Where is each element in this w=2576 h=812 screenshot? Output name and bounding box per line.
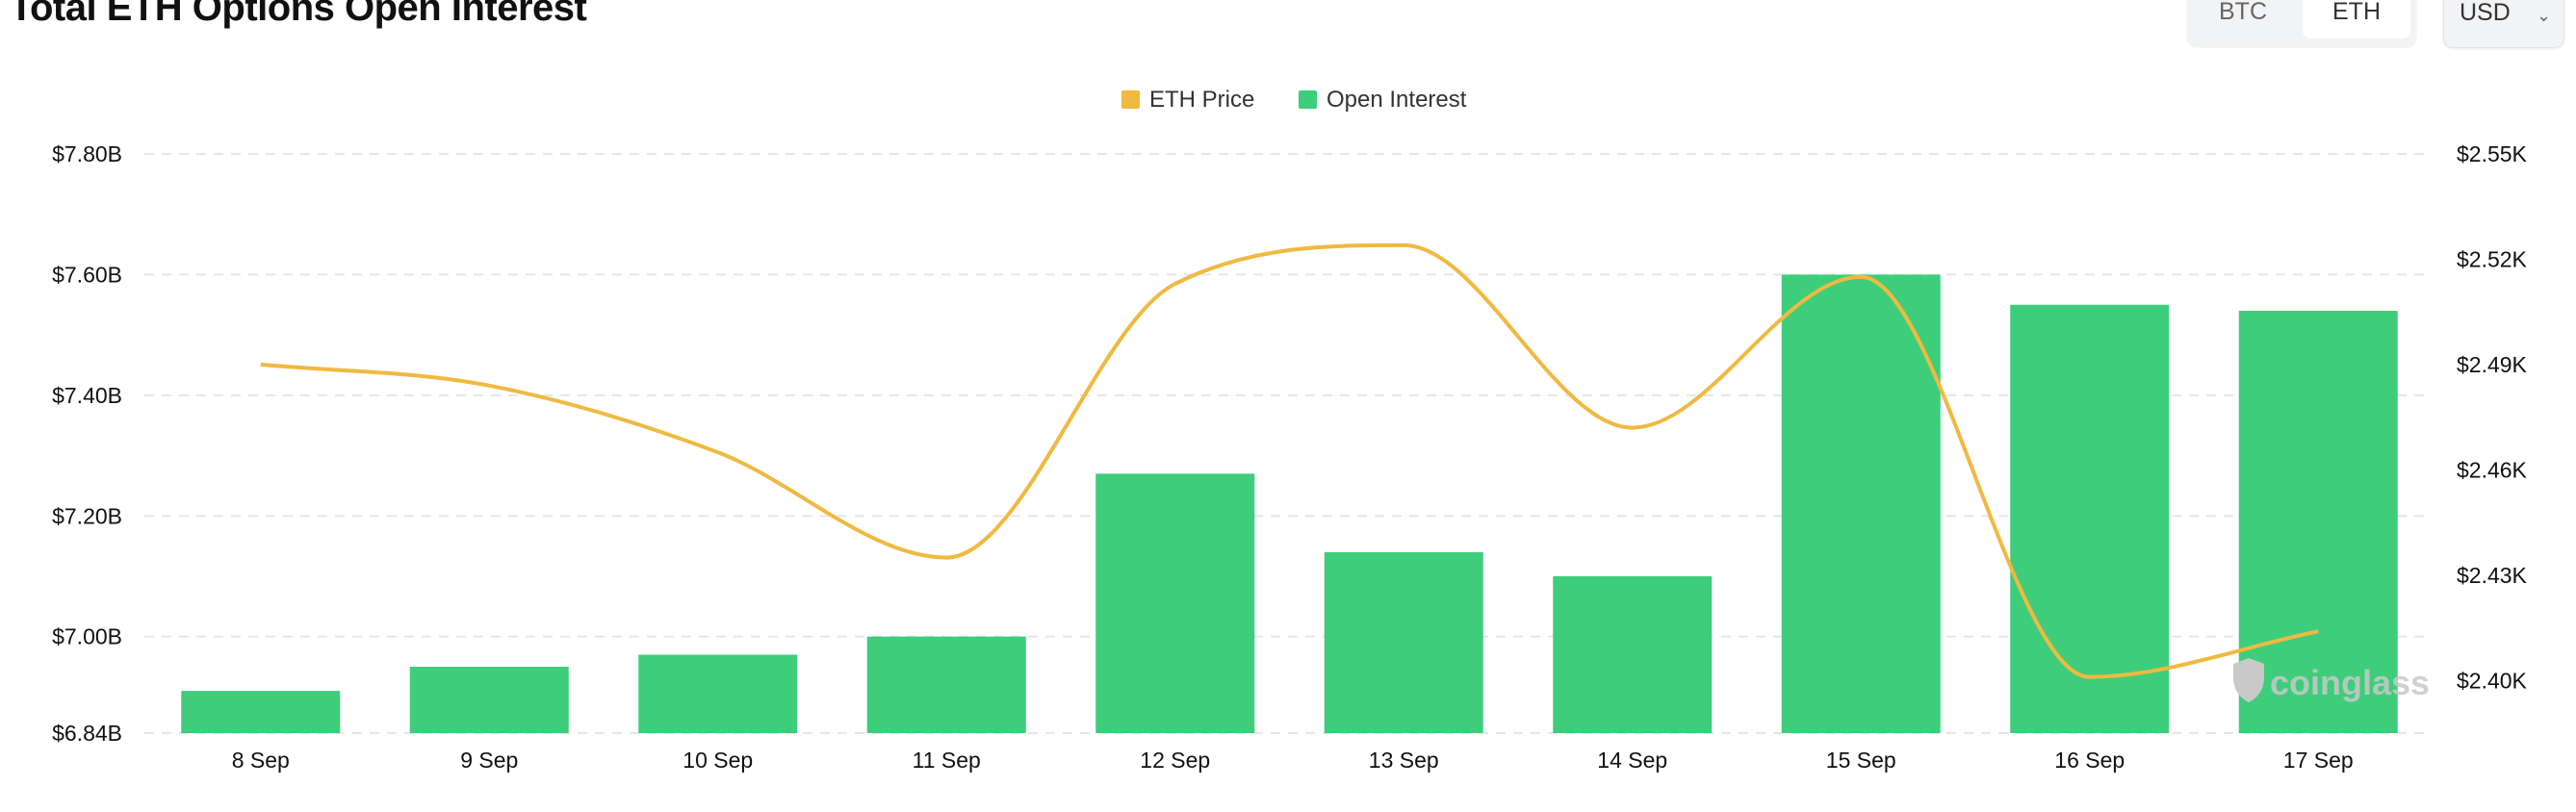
line-eth-price <box>260 242 2319 679</box>
btc-tab[interactable]: BTC <box>2219 0 2267 25</box>
y-right-tick-label: $2.40K <box>2457 668 2528 693</box>
y-right-tick-label: $2.52K <box>2457 246 2528 271</box>
x-tick-label: 12 Sep <box>1140 748 1210 773</box>
legend-swatch-open-interest <box>1299 90 1317 109</box>
legend-item-open-interest[interactable]: Open Interest <box>1299 87 1466 114</box>
currency-label: USD <box>2460 0 2511 26</box>
page-title: Total ETH Options Open Interest <box>10 0 587 29</box>
x-tick-label: 10 Sep <box>683 748 753 773</box>
y-left-tick-label: $6.84B <box>52 721 122 746</box>
eth-tab[interactable]: ETH <box>2303 0 2410 38</box>
bar-open-interest <box>2238 311 2398 733</box>
y-left-tick-label: $7.80B <box>52 141 122 166</box>
x-tick-label: 15 Sep <box>1826 748 1896 773</box>
x-tick-label: 9 Sep <box>460 748 518 773</box>
watermark-text: coinglass <box>2270 663 2430 702</box>
bar-open-interest <box>409 667 569 733</box>
legend-item-eth-price[interactable]: ETH Price <box>1121 87 1254 114</box>
currency-select[interactable]: USD ⌃ ⌄ <box>2443 0 2564 48</box>
bar-open-interest <box>1553 575 1713 733</box>
legend-label-open-interest: Open Interest <box>1327 87 1467 113</box>
asset-toggle: BTC ETH <box>2187 0 2416 46</box>
y-left-tick-label: $7.20B <box>52 503 122 528</box>
y-left-tick-label: $7.60B <box>52 262 122 287</box>
y-right-tick-label: $2.55K <box>2457 141 2528 166</box>
y-right-tick-label: $2.49K <box>2457 352 2528 377</box>
x-tick-label: 17 Sep <box>2283 748 2354 773</box>
bar-open-interest <box>1095 473 1255 733</box>
bar-open-interest <box>181 691 341 733</box>
x-tick-label: 13 Sep <box>1369 748 1439 773</box>
x-tick-label: 11 Sep <box>913 748 981 773</box>
bar-open-interest <box>1781 274 1941 733</box>
bar-open-interest <box>638 654 798 733</box>
legend-swatch-eth-price <box>1121 90 1140 109</box>
x-tick-label: 14 Sep <box>1597 748 1667 773</box>
bar-open-interest <box>1324 551 1483 733</box>
legend-label-eth-price: ETH Price <box>1149 87 1255 113</box>
x-tick-label: 16 Sep <box>2054 748 2125 773</box>
y-left-tick-label: $7.00B <box>52 624 122 649</box>
bar-open-interest <box>2010 304 2170 733</box>
coinglass-logo-icon <box>2233 658 2264 702</box>
y-right-tick-label: $2.46K <box>2457 457 2528 482</box>
bar-open-interest <box>866 636 1026 733</box>
x-tick-label: 8 Sep <box>232 748 290 773</box>
updown-chevron-icon: ⌃ ⌄ <box>2537 0 2552 25</box>
y-right-tick-label: $2.43K <box>2457 563 2528 588</box>
y-left-tick-label: $7.40B <box>52 383 122 408</box>
